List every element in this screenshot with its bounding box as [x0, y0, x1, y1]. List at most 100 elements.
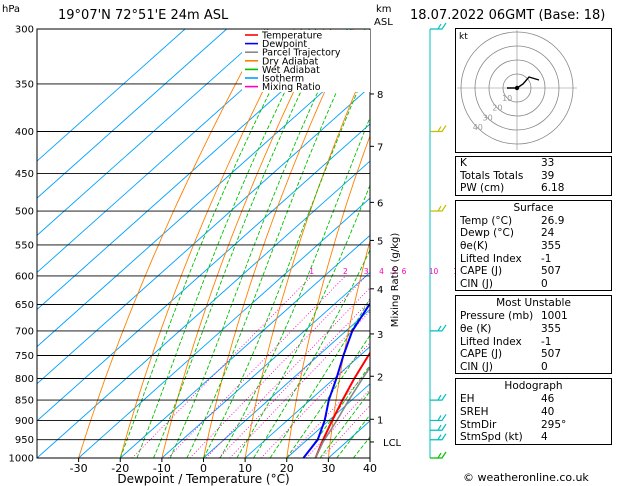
row-label: EH — [460, 393, 475, 406]
most-unstable-box: Most Unstable Pressure (mb) 1001 θe (K) 355 L… — [455, 295, 612, 375]
row-label: PW (cm) — [460, 182, 505, 195]
indices-panel: K 33 Totals Totals 39 PW (cm) 6.18 Surface Tem… — [455, 156, 612, 449]
legend-entry: Mixing Ratio — [262, 82, 321, 93]
mixing-ratio-label: 15 — [453, 267, 455, 276]
table-row: CAPE (J) 507 — [456, 348, 611, 361]
x-tick-label: 30 — [321, 462, 335, 475]
table-row: StmDir 295° — [456, 419, 611, 432]
km-tick-label: 8 — [377, 90, 383, 101]
hodograph-trace — [507, 76, 540, 89]
isotherm-line — [161, 271, 370, 458]
row-label: Lifted Index — [460, 335, 522, 348]
mixing-ratio-line — [167, 275, 346, 458]
hodograph-ring-label: 30 — [483, 113, 493, 122]
row-label: Dewp (°C) — [460, 227, 514, 240]
km-tick-label: 3 — [377, 330, 383, 341]
credit-text: © weatheronline.co.uk — [463, 471, 589, 484]
wet-adiabat-line — [153, 29, 332, 458]
legend-entry: Temperature — [261, 31, 322, 42]
wind-barb — [430, 451, 447, 459]
indices-box: K 33 Totals Totals 39 PW (cm) 6.18 — [455, 156, 612, 196]
hodograph-ring-label: 20 — [492, 104, 502, 113]
row-value: 39 — [541, 169, 555, 182]
table-row: EH 46 — [456, 393, 611, 406]
isotherm-line — [37, 49, 370, 348]
isotherm-line — [37, 29, 269, 236]
pressure-tick-label: 400 — [15, 127, 34, 138]
x-tick-label: -30 — [70, 462, 88, 475]
pressure-tick-label: 800 — [15, 374, 34, 385]
pressure-tick-label: 700 — [15, 326, 34, 337]
row-value: 0 — [541, 360, 548, 373]
isotherm-line — [286, 383, 370, 458]
skewt-chart: 1234561015202530035040045050055060065070… — [9, 22, 455, 486]
mixing-ratio-label: 5 — [391, 267, 396, 276]
table-row: StmSpd (kt) 4 — [456, 431, 611, 444]
legend-entry: Isotherm — [262, 74, 304, 85]
isotherm-line — [37, 29, 186, 162]
x-tick-label: 10 — [238, 462, 252, 475]
pressure-tick-label: 500 — [15, 207, 34, 218]
row-value: 6.18 — [541, 182, 565, 195]
row-label: Temp (°C) — [460, 214, 513, 227]
isotherm-line — [37, 160, 370, 458]
table-row: Totals Totals 39 — [456, 170, 611, 183]
pressure-tick-label: 850 — [15, 396, 34, 407]
isotherm-line — [203, 308, 370, 458]
dry-adiabat-line — [412, 29, 455, 458]
x-tick-label: 0 — [200, 462, 207, 475]
surface-box: Surface Temp (°C) 26.9 Dewp (°C) 24 θe(K) 355 L… — [455, 199, 612, 292]
row-value: 46 — [541, 393, 555, 406]
isotherm-line — [37, 29, 227, 199]
row-value: 295° — [541, 418, 567, 431]
km-tick-label: 7 — [377, 142, 383, 153]
km-tick-label: 5 — [377, 236, 383, 247]
plot-area — [37, 29, 455, 458]
dry-adiabat-line — [119, 29, 295, 458]
row-value: 24 — [541, 227, 555, 240]
datetime-label: 18.07.2022 06GMT (Base: 18) — [410, 8, 606, 23]
row-label: CIN (J) — [460, 360, 493, 373]
row-label: SREH — [460, 405, 489, 418]
pressure-tick-label: 550 — [15, 240, 34, 251]
wet-adiabat-line — [119, 29, 302, 458]
wind-barb — [430, 22, 447, 30]
row-label: Totals Totals — [460, 169, 524, 182]
pressure-tick-label: 1000 — [9, 454, 34, 465]
pressure-tick-label: 350 — [15, 79, 34, 90]
hodograph-ring-label: 10 — [502, 94, 512, 103]
pressure-tick-label: 600 — [15, 271, 34, 282]
hodograph-unit: kt — [459, 32, 468, 42]
row-label: Pressure (mb) — [460, 310, 534, 323]
pressure-tick-label: 900 — [15, 416, 34, 427]
row-label: K — [460, 157, 467, 169]
mixing-ratio-axis-label: Mixing Ratio (g/kg) — [390, 233, 401, 328]
isotherm-line — [37, 29, 311, 274]
isotherm-line — [412, 29, 455, 458]
row-value: 0 — [541, 277, 548, 290]
table-row: PW (cm) 6.18 — [456, 182, 611, 195]
section-title: Most Unstable — [496, 297, 571, 310]
row-label: Lifted Index — [460, 252, 522, 265]
wind-barb — [430, 433, 447, 441]
mixing-ratio-line — [229, 310, 370, 458]
km-tick-label: 4 — [377, 285, 383, 296]
row-label: StmSpd (kt) — [460, 431, 523, 444]
height-unit-km: km — [376, 4, 392, 15]
table-row: K 33 — [456, 157, 611, 170]
pressure-unit-label: hPa — [2, 4, 21, 15]
series-parcel-trajectory — [314, 365, 370, 458]
pressure-tick-label: 300 — [15, 25, 34, 36]
table-row: Dewp (°C) 24 — [456, 227, 611, 240]
row-label: CAPE (J) — [460, 265, 503, 278]
hodograph-table-box: Hodograph EH 46 SREH 40 StmDir 295° StmSpd (kt)… — [455, 378, 612, 445]
km-tick-label: 1 — [377, 415, 383, 426]
row-label: CAPE (J) — [460, 348, 503, 361]
mixing-ratio-label: 1 — [309, 267, 314, 276]
row-label: θe(K) — [460, 239, 488, 252]
table-row: Temp (°C) 26.9 — [456, 215, 611, 228]
x-tick-label: 20 — [280, 462, 294, 475]
km-tick-label: 6 — [377, 198, 383, 209]
wet-adiabat-line — [136, 29, 317, 458]
table-row: Lifted Index -1 — [456, 253, 611, 266]
